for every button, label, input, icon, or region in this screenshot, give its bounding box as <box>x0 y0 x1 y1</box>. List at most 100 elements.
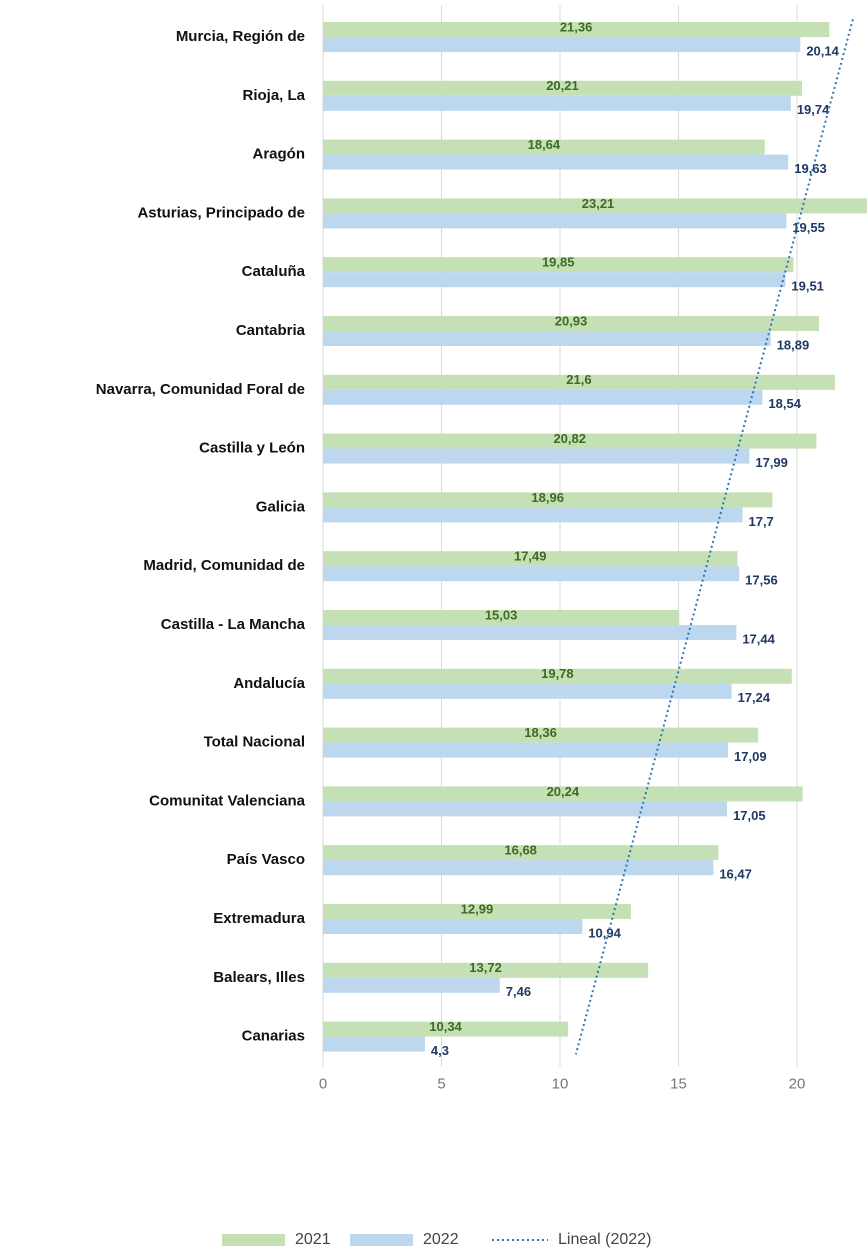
bar <box>323 566 740 582</box>
value-label: 21,6 <box>566 372 591 387</box>
value-label: 19,78 <box>541 666 574 681</box>
value-label: 20,93 <box>555 313 588 328</box>
bar <box>323 433 817 449</box>
value-label: 19,63 <box>794 161 827 176</box>
bar <box>323 845 719 861</box>
bar <box>323 1036 425 1052</box>
category-label: Total Nacional <box>204 734 305 751</box>
bar <box>323 80 802 96</box>
bar <box>323 389 763 405</box>
bar <box>323 668 792 684</box>
bar <box>323 257 794 273</box>
value-label: 19,85 <box>542 255 575 270</box>
bar <box>323 610 680 625</box>
value-label: 17,99 <box>755 455 788 470</box>
value-label: 17,44 <box>742 631 775 646</box>
value-label: 17,49 <box>514 549 547 564</box>
value-label: 17,56 <box>745 573 778 588</box>
bar <box>323 1021 569 1037</box>
bar <box>323 962 649 978</box>
value-label: 19,74 <box>797 102 830 117</box>
value-label: 18,64 <box>528 137 561 152</box>
bar <box>323 213 787 229</box>
bar <box>323 492 773 508</box>
value-label: 19,51 <box>791 279 824 294</box>
bar <box>323 683 732 699</box>
value-label: 13,72 <box>469 960 502 975</box>
bar <box>323 272 786 288</box>
x-tick-label: 20 <box>789 1076 806 1093</box>
value-label: 15,03 <box>485 607 518 622</box>
value-label: 20,21 <box>546 78 579 93</box>
value-label: 17,05 <box>733 808 766 823</box>
bar <box>323 977 500 993</box>
legend-label: 2021 <box>295 1231 331 1248</box>
category-label: Comunitat Valenciana <box>149 792 306 809</box>
value-label: 12,99 <box>461 901 494 916</box>
value-label: 23,21 <box>582 196 615 211</box>
bar <box>323 919 583 934</box>
category-label: Aragón <box>253 146 306 163</box>
value-label: 20,14 <box>806 43 839 58</box>
bar <box>323 860 714 876</box>
bar <box>323 154 789 170</box>
value-label: 18,89 <box>777 337 810 352</box>
bar <box>323 786 803 802</box>
legend-swatch <box>222 1234 285 1246</box>
x-tick-label: 10 <box>552 1076 569 1093</box>
value-label: 10,34 <box>429 1019 462 1034</box>
category-label: Cataluña <box>242 263 306 280</box>
category-label: Andalucía <box>233 675 305 692</box>
category-label: Murcia, Región de <box>176 28 305 45</box>
category-label: Rioja, La <box>242 87 305 104</box>
value-label: 10,94 <box>588 925 621 940</box>
value-label: 16,68 <box>504 843 537 858</box>
bar <box>323 801 728 817</box>
value-label: 18,96 <box>531 490 564 505</box>
value-label: 4,3 <box>431 1043 449 1058</box>
bar <box>323 139 765 155</box>
bar <box>323 374 835 390</box>
category-label: País Vasco <box>227 851 305 868</box>
value-label: 17,09 <box>734 749 767 764</box>
value-label: 17,24 <box>738 690 771 705</box>
bar <box>323 551 738 567</box>
category-label: Castilla - La Mancha <box>161 616 306 633</box>
bar <box>323 37 801 52</box>
category-label: Castilla y León <box>199 440 305 457</box>
value-label: 21,36 <box>560 19 593 34</box>
value-label: 19,55 <box>792 220 825 235</box>
category-label: Galicia <box>256 498 306 515</box>
value-label: 20,82 <box>553 431 586 446</box>
category-label: Extremadura <box>213 910 305 927</box>
value-label: 7,46 <box>506 984 531 999</box>
bar <box>323 22 830 37</box>
x-tick-label: 5 <box>437 1076 445 1093</box>
trendline <box>574 19 854 1055</box>
bar <box>323 727 759 743</box>
legend-swatch <box>350 1234 413 1246</box>
bar <box>323 507 743 523</box>
x-tick-label: 0 <box>319 1076 327 1093</box>
legend-label: Lineal (2022) <box>558 1231 651 1248</box>
value-label: 18,54 <box>768 396 801 411</box>
bar <box>323 316 820 331</box>
category-label: Cantabria <box>236 322 306 339</box>
category-label: Canarias <box>242 1028 305 1045</box>
value-label: 20,24 <box>547 784 580 799</box>
bar <box>323 742 729 758</box>
category-label: Asturias, Principado de <box>137 204 305 221</box>
bar <box>323 625 737 640</box>
value-label: 16,47 <box>719 867 752 882</box>
x-tick-label: 15 <box>670 1076 687 1093</box>
category-label: Navarra, Comunidad Foral de <box>96 381 305 398</box>
value-label: 18,36 <box>524 725 557 740</box>
legend-label: 2022 <box>423 1231 459 1248</box>
bar <box>323 331 771 346</box>
bar <box>323 904 631 919</box>
category-label: Balears, Illes <box>213 969 305 986</box>
bar <box>323 448 750 464</box>
bar <box>323 198 867 214</box>
bar <box>323 95 791 111</box>
